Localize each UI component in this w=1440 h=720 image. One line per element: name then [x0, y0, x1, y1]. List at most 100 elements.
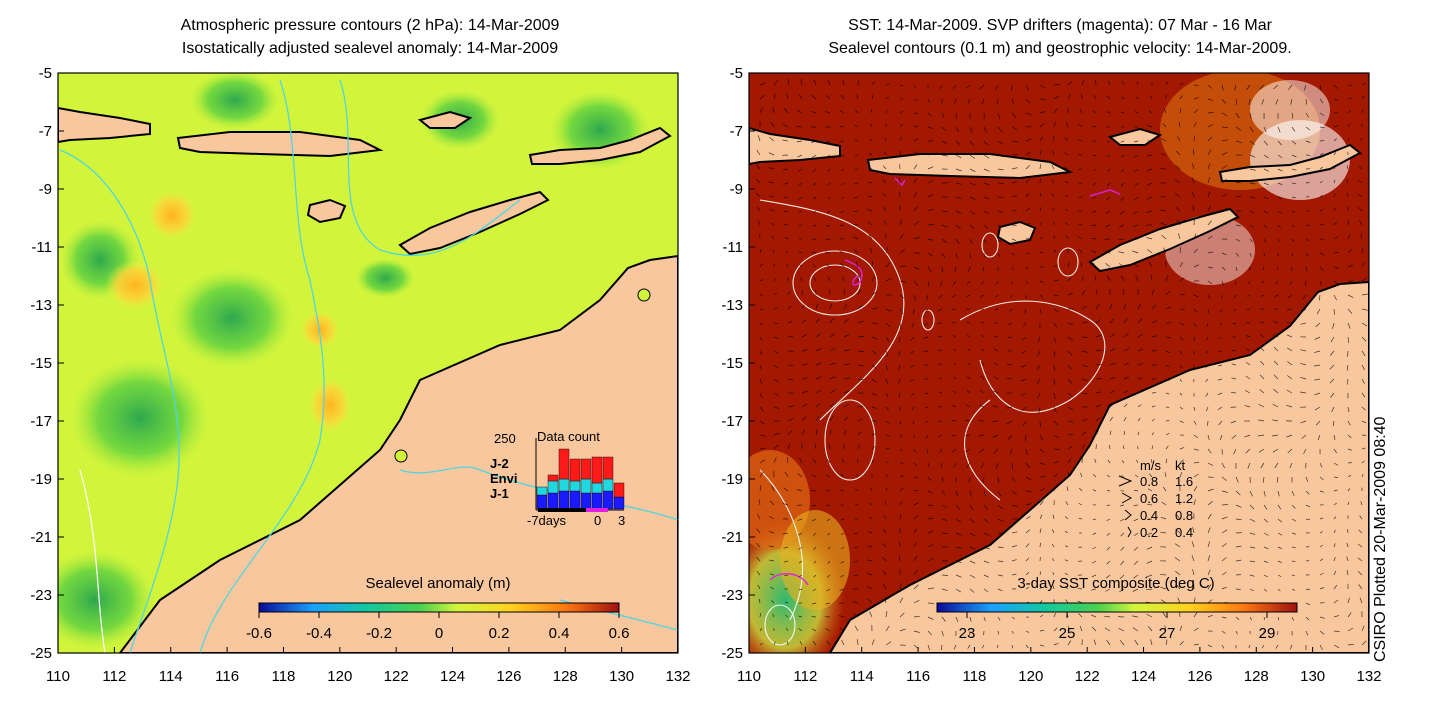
velocity-vector: [1305, 588, 1310, 590]
velocity-vector: [871, 307, 878, 310]
sla-x-tick-label: 112: [102, 668, 126, 685]
velocity-vector: [1235, 545, 1242, 548]
inset-x-label-zero: 0: [594, 513, 601, 528]
velocity-vector: [1249, 154, 1256, 158]
velocity-vector: [787, 291, 791, 296]
velocity-vector: [1346, 378, 1349, 385]
velocity-vector: [1221, 644, 1225, 649]
velocity-vector: [840, 489, 845, 492]
velocity-vector: [952, 390, 957, 394]
velocity-vector: [1287, 308, 1293, 311]
velocity-vector: [1259, 374, 1265, 380]
velocity-vector: [913, 528, 918, 534]
velocity-vector: [855, 473, 859, 478]
velocity-vector: [757, 220, 761, 226]
velocity-vector: [927, 179, 934, 184]
velocity-vector: [954, 98, 957, 104]
velocity-vector: [773, 406, 780, 410]
velocity-vector: [1347, 220, 1349, 226]
velocity-vector: [1010, 294, 1013, 299]
velocity-vector: [1151, 418, 1155, 422]
velocity-vector: [885, 336, 890, 342]
right-title-line1: SST: 14-Mar-2009. SVP drifters (magenta)…: [848, 17, 1272, 34]
velocity-vector: [1244, 434, 1251, 438]
velocity-vector: [1221, 98, 1226, 104]
velocity-vector: [815, 333, 821, 338]
velocity-vector: [1093, 94, 1097, 100]
velocity-vector: [981, 280, 985, 285]
velocity-vector: [969, 588, 975, 593]
velocity-vector: [1329, 364, 1335, 370]
sla-tide-gauge-2: [394, 449, 408, 463]
velocity-vector: [1119, 574, 1125, 579]
velocity-vector: [1025, 529, 1030, 534]
velocity-vector: [1300, 322, 1307, 325]
velocity-vector: [759, 350, 763, 356]
velocity-vector: [1207, 220, 1212, 226]
velocity-vector: [1305, 126, 1311, 131]
velocity-vector: [1235, 616, 1240, 621]
velocity-vector: [969, 224, 975, 230]
velocity-vector: [983, 518, 989, 523]
velocity-vector: [1133, 532, 1139, 537]
velocity-vector: [1221, 126, 1228, 129]
velocity-vector: [1291, 126, 1296, 132]
velocity-vector: [1133, 574, 1139, 579]
velocity-vector: [1123, 376, 1129, 380]
velocity-vector: [941, 266, 943, 273]
velocity-vector: [1078, 613, 1083, 618]
velocity-vector: [997, 560, 1004, 562]
velocity-vector: [815, 362, 822, 366]
velocity-vector: [1249, 546, 1256, 549]
velocity-vector: [1361, 625, 1365, 632]
velocity-vector: [1235, 588, 1241, 590]
velocity-vector: [997, 490, 1002, 497]
velocity-legend-ms: 0.8: [1140, 474, 1158, 489]
velocity-vector: [909, 350, 915, 355]
velocity-vector: [955, 196, 962, 200]
velocity-vector: [825, 251, 831, 254]
velocity-vector: [941, 238, 947, 243]
velocity-vector: [871, 364, 877, 369]
velocity-vector: [773, 444, 779, 450]
velocity-vector: [955, 518, 962, 523]
velocity-vector: [854, 182, 859, 185]
velocity-vector: [1273, 347, 1279, 352]
velocity-vector: [913, 448, 916, 453]
velocity-vector: [1039, 487, 1045, 492]
velocity-vector: [853, 560, 859, 563]
velocity-vector: [1361, 247, 1364, 254]
velocity-vector: [787, 378, 794, 381]
velocity-vector: [1245, 348, 1251, 352]
velocity-vector: [825, 95, 831, 100]
velocity-vector: [854, 546, 859, 549]
velocity-vector: [997, 630, 999, 635]
velocity-vector: [1067, 626, 1070, 632]
velocity-vector: [1273, 321, 1279, 324]
velocity-vector: [1272, 419, 1279, 422]
velocity-vector: [1207, 420, 1209, 426]
velocity-vector: [955, 224, 961, 229]
velocity-vector: [899, 500, 903, 506]
velocity-vector: [996, 644, 999, 649]
velocity-vector: [1291, 196, 1296, 199]
velocity-vector: [1053, 249, 1057, 254]
velocity-vector: [1024, 308, 1027, 314]
velocity-vector: [1051, 529, 1055, 534]
inset-bar: [547, 480, 559, 494]
velocity-vector: [1263, 490, 1266, 497]
velocity-vector: [913, 502, 919, 506]
velocity-vector: [1245, 448, 1251, 454]
velocity-vector: [1106, 196, 1111, 201]
velocity-vector: [1277, 630, 1279, 635]
velocity-vector: [852, 601, 859, 604]
velocity-vector: [1286, 334, 1293, 338]
velocity-vector: [813, 196, 817, 200]
velocity-vector: [1120, 111, 1125, 114]
velocity-vector: [1235, 252, 1240, 257]
velocity-vector: [1151, 335, 1158, 338]
velocity-vector: [799, 457, 803, 464]
velocity-vector: [828, 443, 831, 450]
velocity-vector: [755, 178, 761, 184]
velocity-vector: [1260, 360, 1265, 366]
